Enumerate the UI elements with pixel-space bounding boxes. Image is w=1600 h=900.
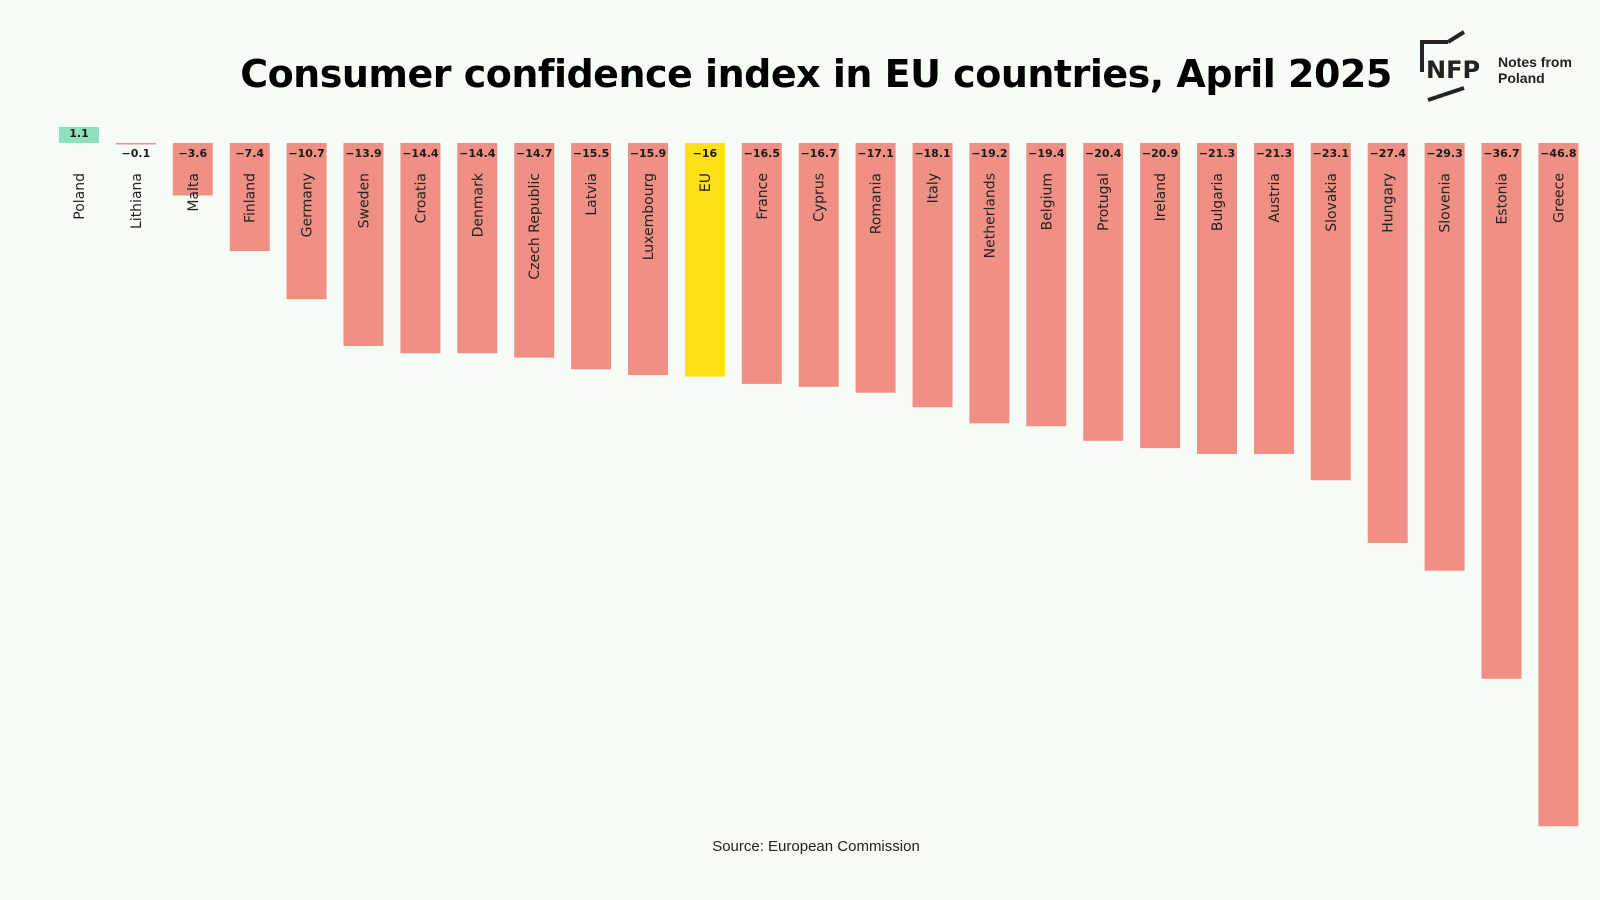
bar-latvia (571, 143, 612, 370)
category-label-france: France (755, 173, 771, 220)
value-label-denmark: −14.4 (459, 147, 496, 160)
bar-greece (1538, 143, 1579, 827)
category-label-poland: Poland (72, 173, 88, 220)
value-label-hungary: −27.4 (1370, 147, 1407, 160)
category-label-slovenia: Slovenia (1438, 173, 1454, 233)
bar-bulgaria (1197, 143, 1237, 454)
category-label-greece: Greece (1551, 173, 1567, 223)
category-label-latvia: Latvia (584, 173, 600, 216)
bar-denmark (457, 143, 498, 354)
bar-romania (855, 143, 896, 393)
nfp-logo[interactable]: NFP Notes from Poland (1418, 30, 1578, 106)
category-label-belgium: Belgium (1039, 173, 1055, 230)
logo-wordmark: Notes from Poland (1498, 54, 1572, 86)
bar-poland (59, 126, 99, 143)
nfp-logo-mark: NFP (1420, 30, 1480, 102)
category-label-finland: Finland (243, 173, 259, 223)
value-label-czech-republic: −14.7 (516, 147, 552, 160)
bar-czech-republic (514, 143, 555, 358)
source-note: Source: European Commission (712, 838, 920, 855)
value-label-poland: 1.1 (69, 127, 89, 140)
category-label-italy: Italy (926, 173, 942, 203)
logo-mark-text: NFP (1426, 56, 1480, 84)
category-label-malta: Malta (186, 173, 202, 212)
value-label-greece: −46.8 (1540, 147, 1576, 160)
category-label-czech-republic: Czech Republic (527, 173, 543, 280)
value-label-cyprus: −16.7 (801, 147, 837, 160)
bar-germany (286, 143, 327, 300)
category-label-germany: Germany (300, 173, 316, 237)
value-label-france: −16.5 (744, 147, 780, 160)
value-label-estonia: −36.7 (1483, 147, 1519, 160)
category-label-luxembourg: Luxembourg (641, 173, 657, 260)
bar-sweden (343, 143, 384, 346)
bar-slovenia (1424, 143, 1465, 571)
category-label-romania: Romania (869, 173, 885, 234)
bar-luxembourg (628, 143, 668, 376)
value-label-latvia: −15.5 (573, 147, 609, 160)
category-label-denmark: Denmark (470, 172, 486, 237)
category-label-lithiana: Lithiana (129, 173, 145, 229)
value-label-netherlands: −19.2 (971, 147, 1007, 160)
bar-belgium (1026, 143, 1067, 427)
bar-cyprus (798, 143, 839, 387)
bar-croatia (400, 143, 441, 354)
value-label-luxembourg: −15.9 (630, 147, 666, 160)
logo-line-2: Poland (1498, 70, 1545, 86)
value-label-ireland: −20.9 (1142, 147, 1178, 160)
value-label-slovakia: −23.1 (1313, 147, 1349, 160)
value-label-belgium: −19.4 (1028, 147, 1065, 160)
bar-italy (912, 143, 953, 408)
category-label-hungary: Hungary (1381, 173, 1397, 233)
category-label-bulgaria: Bulgaria (1210, 173, 1226, 231)
category-label-ireland: Ireland (1153, 173, 1169, 221)
category-label-slovakia: Slovakia (1324, 173, 1340, 232)
value-label-protugal: −20.4 (1085, 147, 1122, 160)
logo-line-1: Notes from (1498, 54, 1572, 70)
category-label-sweden: Sweden (357, 173, 373, 228)
bar-protugal (1083, 143, 1124, 441)
bar-hungary (1367, 143, 1408, 544)
bar-lithiana (115, 143, 156, 145)
value-label-lithiana: −0.1 (122, 147, 151, 160)
value-label-malta: −3.6 (178, 147, 207, 160)
category-label-protugal: Protugal (1096, 173, 1112, 231)
bar-finland (229, 143, 270, 252)
category-label-eu: EU (698, 173, 714, 192)
value-label-bulgaria: −21.3 (1199, 147, 1235, 160)
value-label-croatia: −14.4 (402, 147, 439, 160)
value-label-romania: −17.1 (857, 147, 893, 160)
category-label-cyprus: Cyprus (812, 173, 828, 222)
category-label-netherlands: Netherlands (982, 173, 998, 258)
value-label-germany: −10.7 (288, 147, 324, 160)
bar-slovakia (1310, 143, 1351, 481)
category-label-estonia: Estonia (1495, 173, 1511, 225)
value-label-italy: −18.1 (914, 147, 950, 160)
bar-eu (684, 143, 725, 377)
bar-malta (172, 143, 213, 196)
bar-estonia (1481, 143, 1522, 679)
bar-ireland (1140, 143, 1181, 449)
chart-title: Consumer confidence index in EU countrie… (240, 52, 1392, 96)
bar-france (741, 143, 782, 384)
value-label-slovenia: −29.3 (1426, 147, 1462, 160)
category-label-austria: Austria (1267, 173, 1283, 222)
bar-austria (1253, 143, 1294, 454)
value-label-sweden: −13.9 (345, 147, 381, 160)
bar-netherlands (969, 143, 1010, 424)
value-label-austria: −21.3 (1256, 147, 1292, 160)
category-label-croatia: Croatia (413, 173, 429, 223)
value-label-eu: −16 (693, 147, 718, 160)
value-label-finland: −7.4 (235, 147, 264, 160)
